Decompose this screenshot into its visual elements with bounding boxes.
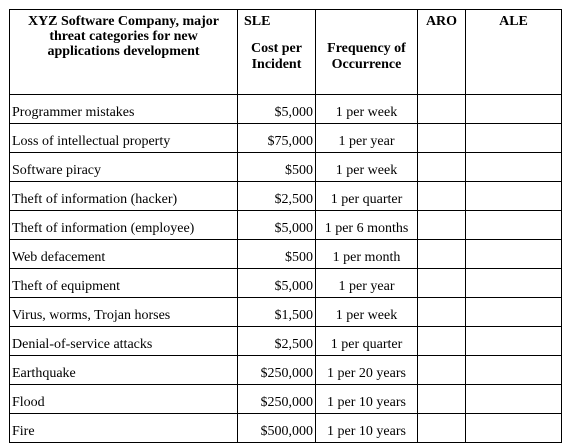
frequency-cell: 1 per year bbox=[315, 268, 418, 298]
table-row: Flood $250,000 1 per 10 years bbox=[9, 384, 562, 414]
ale-cell bbox=[465, 355, 562, 385]
sle-cell: $75,000 bbox=[237, 123, 316, 153]
ale-cell bbox=[465, 123, 562, 153]
sle-cell: $5,000 bbox=[237, 94, 316, 124]
risk-assessment-table: XYZ Software Company, major threat categ… bbox=[9, 9, 562, 443]
ale-cell bbox=[465, 297, 562, 327]
table-row: Theft of equipment $5,000 1 per year bbox=[9, 268, 562, 298]
table-row: Denial-of-service attacks $2,500 1 per qua… bbox=[9, 326, 562, 356]
header-row: XYZ Software Company, major threat categ… bbox=[9, 9, 562, 95]
threat-cell: Theft of information (hacker) bbox=[9, 181, 238, 211]
ale-cell bbox=[465, 384, 562, 414]
frequency-cell: 1 per 10 years bbox=[315, 384, 418, 414]
cost-per-incident-label: Cost per Incident bbox=[251, 41, 302, 72]
table-row: Theft of information (employee) $5,000 1 p… bbox=[9, 210, 562, 240]
sle-cell: $1,500 bbox=[237, 297, 316, 327]
threat-cell: Web defacement bbox=[9, 239, 238, 269]
frequency-cell: 1 per 6 months bbox=[315, 210, 418, 240]
table-row: Virus, worms, Trojan horses $1,500 1 per w… bbox=[9, 297, 562, 327]
aro-header: ARO bbox=[417, 9, 466, 95]
frequency-cell: 1 per week bbox=[315, 94, 418, 124]
frequency-cell: 1 per year bbox=[315, 123, 418, 153]
threat-cell: Software piracy bbox=[9, 152, 238, 182]
threat-cell: Fire bbox=[9, 413, 238, 443]
aro-cell bbox=[417, 210, 466, 240]
table-row: Theft of information (hacker) $2,500 1 per… bbox=[9, 181, 562, 211]
frequency-cell: 1 per week bbox=[315, 297, 418, 327]
table-row: Fire $500,000 1 per 10 years bbox=[9, 413, 562, 443]
ale-cell bbox=[465, 94, 562, 124]
ale-cell bbox=[465, 326, 562, 356]
aro-cell bbox=[417, 297, 466, 327]
frequency-cell: 1 per 10 years bbox=[315, 413, 418, 443]
sle-cell: $250,000 bbox=[237, 355, 316, 385]
sle-cell: $250,000 bbox=[237, 384, 316, 414]
threat-cell: Loss of intellectual property bbox=[9, 123, 238, 153]
aro-cell bbox=[417, 123, 466, 153]
threat-cell: Earthquake bbox=[9, 355, 238, 385]
aro-cell bbox=[417, 94, 466, 124]
sle-cell: $5,000 bbox=[237, 210, 316, 240]
threat-cell: Denial-of-service attacks bbox=[9, 326, 238, 356]
table-row: Earthquake $250,000 1 per 20 years bbox=[9, 355, 562, 385]
table-row: Web defacement $500 1 per month bbox=[9, 239, 562, 269]
table-row: Programmer mistakes $5,000 1 per week bbox=[9, 94, 562, 124]
frequency-cell: 1 per quarter bbox=[315, 326, 418, 356]
frequency-cell: 1 per month bbox=[315, 239, 418, 269]
frequency-header: Frequency of Occurrence bbox=[315, 9, 418, 95]
ale-cell bbox=[465, 210, 562, 240]
threat-cell: Theft of information (employee) bbox=[9, 210, 238, 240]
aro-cell bbox=[417, 181, 466, 211]
aro-cell bbox=[417, 268, 466, 298]
sle-cell: $500,000 bbox=[237, 413, 316, 443]
sle-cell: $500 bbox=[237, 152, 316, 182]
sle-cell: $500 bbox=[237, 239, 316, 269]
aro-cell bbox=[417, 413, 466, 443]
ale-cell bbox=[465, 239, 562, 269]
frequency-cell: 1 per 20 years bbox=[315, 355, 418, 385]
aro-cell bbox=[417, 384, 466, 414]
sle-cell: $5,000 bbox=[237, 268, 316, 298]
threat-category-header: XYZ Software Company, major threat categ… bbox=[9, 9, 238, 95]
table-row: Software piracy $500 1 per week bbox=[9, 152, 562, 182]
sle-title: SLE bbox=[244, 14, 271, 29]
sle-cell: $2,500 bbox=[237, 326, 316, 356]
aro-cell bbox=[417, 355, 466, 385]
ale-cell bbox=[465, 181, 562, 211]
table-row: Loss of intellectual property $75,000 1 pe… bbox=[9, 123, 562, 153]
aro-cell bbox=[417, 152, 466, 182]
threat-cell: Theft of equipment bbox=[9, 268, 238, 298]
frequency-cell: 1 per week bbox=[315, 152, 418, 182]
threat-cell: Flood bbox=[9, 384, 238, 414]
ale-cell bbox=[465, 268, 562, 298]
ale-cell bbox=[465, 152, 562, 182]
aro-cell bbox=[417, 326, 466, 356]
threat-cell: Virus, worms, Trojan horses bbox=[9, 297, 238, 327]
frequency-label: Frequency of Occurrence bbox=[327, 41, 406, 72]
threat-cell: Programmer mistakes bbox=[9, 94, 238, 124]
frequency-cell: 1 per quarter bbox=[315, 181, 418, 211]
sle-cell: $2,500 bbox=[237, 181, 316, 211]
ale-cell bbox=[465, 413, 562, 443]
aro-cell bbox=[417, 239, 466, 269]
ale-header: ALE bbox=[465, 9, 562, 95]
sle-header: SLE Cost per Incident bbox=[237, 9, 316, 95]
